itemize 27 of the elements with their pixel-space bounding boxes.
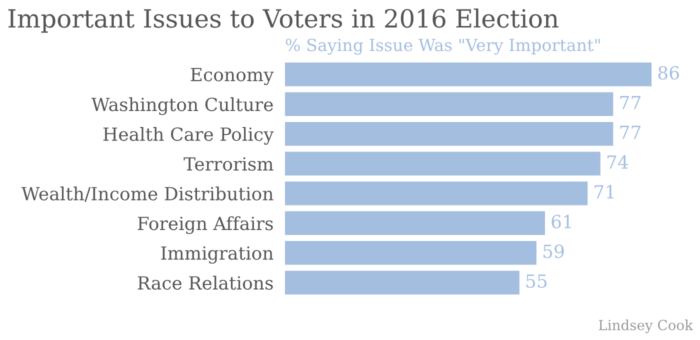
text: Lindsey Cook [598,320,694,334]
bar [284,62,652,86]
data-label: 55 [526,274,547,288]
data-label: 86 [658,66,679,80]
data-label: 74 [607,155,628,169]
data-label: 59 [544,244,564,258]
y-tick-label: Terrorism [184,157,274,171]
y-tick-label: Wealth/Income Distribution [21,186,274,202]
y-tick-label: Washington Culture [91,97,273,115]
bar [284,270,520,295]
chart-subtitle: % Saying Issue Was "Very Important" [286,38,600,55]
y-tick-label: Race Relations [138,276,273,290]
y-tick-label: Foreign Affairs [138,216,273,234]
data-label: 71 [594,184,614,198]
y-tick-label: Economy [190,68,274,86]
y-tick-label: Immigration [161,246,274,264]
bar [284,240,536,265]
chart-title: Important Issues to Voters in 2016 Election [8,8,558,33]
data-label: 77 [620,126,640,139]
y-tick-label: Health Care Policy [103,127,274,145]
bar [284,122,614,146]
bar [284,92,614,116]
bar [284,181,588,206]
data-label: 77 [620,96,640,110]
bar [284,211,545,236]
bar [284,152,600,176]
data-label: 61 [552,214,571,228]
